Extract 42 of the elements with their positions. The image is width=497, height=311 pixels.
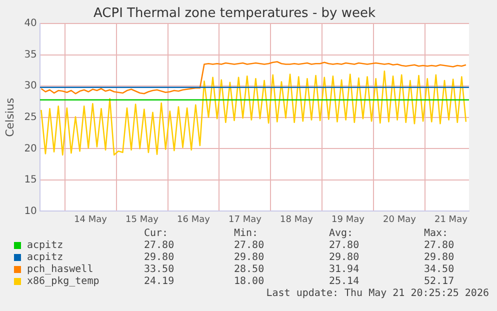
y-tick-label: 25 — [24, 112, 37, 123]
text: Min: — [234, 228, 260, 239]
text: Last update: Thu May 21 20:25:25 2026 — [265, 288, 489, 299]
text: 27.80 — [144, 240, 176, 251]
y-tick-label: 35 — [24, 49, 37, 60]
text: 24.19 — [144, 276, 176, 287]
x-tick-label: 14 May — [74, 214, 108, 225]
text: 52.17 — [424, 276, 456, 287]
x-tick-label: 19 May — [332, 214, 366, 225]
legend-label: acpitz — [27, 252, 64, 263]
chart-title: ACPI Thermal zone temperatures - by week — [93, 6, 376, 22]
text: Max: — [424, 228, 450, 239]
text: 18.00 — [234, 276, 266, 287]
y-axis-title: Celsius — [3, 98, 16, 137]
text: 34.50 — [424, 264, 456, 275]
y-tick-label: 20 — [24, 143, 37, 154]
legend-label: x86_pkg_temp — [27, 276, 100, 287]
text: 31.94 — [329, 264, 360, 275]
text: 27.80 — [329, 240, 360, 251]
text: 33.50 — [144, 264, 176, 275]
text: Avg: — [329, 228, 354, 239]
legend-label: pch_haswell — [27, 264, 94, 275]
text: 29.80 — [234, 252, 266, 263]
y-tick-label: 15 — [24, 174, 37, 186]
text: 27.80 — [424, 240, 456, 251]
text: 25.14 — [329, 276, 360, 287]
text: 29.80 — [329, 252, 360, 263]
legend-label: acpitz — [27, 240, 64, 251]
text: 29.80 — [144, 252, 176, 263]
text: 28.50 — [234, 264, 266, 275]
y-tick-label: 40 — [24, 18, 37, 30]
x-tick-label: 21 May — [434, 214, 468, 225]
x-tick-label: 15 May — [126, 214, 160, 225]
x-tick-label: 20 May — [382, 214, 417, 225]
y-tick-label: 30 — [24, 80, 37, 92]
text: Cur: — [144, 228, 170, 239]
y-tick-label: 10 — [24, 206, 37, 217]
x-tick-label: 16 May — [177, 214, 211, 225]
x-tick-label: 17 May — [228, 214, 262, 225]
x-tick-label: 18 May — [280, 214, 314, 225]
text: 29.80 — [424, 252, 456, 263]
text: 27.80 — [234, 240, 266, 251]
